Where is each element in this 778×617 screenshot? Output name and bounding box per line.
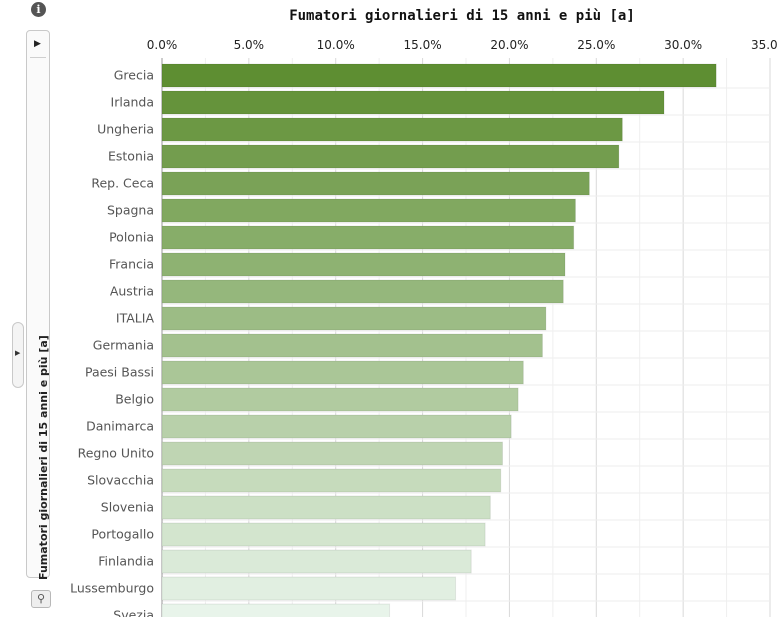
- category-label: Estonia: [108, 149, 154, 164]
- x-tick-label: 5.0%: [234, 38, 265, 52]
- bar-irlanda[interactable]: [161, 90, 665, 115]
- bar-slovacchia[interactable]: [161, 468, 502, 493]
- category-label: Lussemburgo: [70, 581, 154, 596]
- x-tick-label: 10.0%: [317, 38, 355, 52]
- category-label: Danimarca: [86, 419, 154, 434]
- bar-ungheria[interactable]: [161, 117, 623, 142]
- bar-lussemburgo[interactable]: [161, 576, 457, 601]
- category-label: Spagna: [107, 203, 154, 218]
- category-label: Polonia: [109, 230, 154, 245]
- bar-slovenia[interactable]: [161, 495, 491, 520]
- bar-belgio[interactable]: [161, 387, 519, 412]
- category-label: Svezia: [113, 608, 154, 617]
- x-tick-label: 30.0%: [664, 38, 702, 52]
- chevron-right-icon: ▶: [15, 349, 21, 357]
- category-label: Germania: [93, 338, 154, 353]
- bar-finlandia[interactable]: [161, 549, 472, 574]
- category-label: Slovacchia: [87, 473, 154, 488]
- side-panel: ▶: [26, 30, 50, 578]
- x-tick-label: 15.0%: [404, 38, 442, 52]
- bar-grecia[interactable]: [161, 63, 717, 88]
- bar-spagna[interactable]: [161, 198, 576, 223]
- info-icon[interactable]: i: [31, 2, 46, 17]
- category-label: Portogallo: [91, 527, 154, 542]
- bar-austria[interactable]: [161, 279, 564, 304]
- magnifier-icon: ⚲: [36, 592, 46, 605]
- bar-polonia[interactable]: [161, 225, 575, 250]
- x-tick-label: 0.0%: [147, 38, 178, 52]
- bar-regno-unito[interactable]: [161, 441, 503, 466]
- category-label: Austria: [110, 284, 154, 299]
- category-label: Francia: [109, 257, 154, 272]
- bar-germania[interactable]: [161, 333, 543, 358]
- bar-rep-ceca[interactable]: [161, 171, 590, 196]
- x-tick-label: 35.0%: [751, 38, 778, 52]
- bar-paesi-bassi[interactable]: [161, 360, 524, 385]
- bar-italia[interactable]: [161, 306, 547, 331]
- category-label: Ungheria: [97, 122, 154, 137]
- chart-title: Fumatori giornalieri di 15 anni e più [a…: [289, 8, 635, 24]
- category-label: Paesi Bassi: [85, 365, 154, 380]
- x-tick-label: 20.0%: [490, 38, 528, 52]
- category-label: Rep. Ceca: [91, 176, 154, 191]
- category-label: Slovenia: [101, 500, 154, 515]
- category-label: ITALIA: [116, 311, 155, 326]
- zoom-button[interactable]: ⚲: [31, 590, 51, 608]
- category-label: Finlandia: [98, 554, 154, 569]
- bar-estonia[interactable]: [161, 144, 620, 169]
- category-label: Belgio: [115, 392, 154, 407]
- play-icon[interactable]: ▶: [34, 39, 41, 49]
- bar-danimarca[interactable]: [161, 414, 512, 439]
- category-label: Grecia: [114, 68, 154, 83]
- bar-portogallo[interactable]: [161, 522, 486, 547]
- collapse-handle[interactable]: ▶: [12, 322, 24, 388]
- category-label: Irlanda: [111, 95, 154, 110]
- category-label: Regno Unito: [78, 446, 154, 461]
- bar-francia[interactable]: [161, 252, 566, 277]
- bar-svezia[interactable]: [161, 603, 391, 617]
- divider: [30, 57, 46, 58]
- x-tick-label: 25.0%: [577, 38, 615, 52]
